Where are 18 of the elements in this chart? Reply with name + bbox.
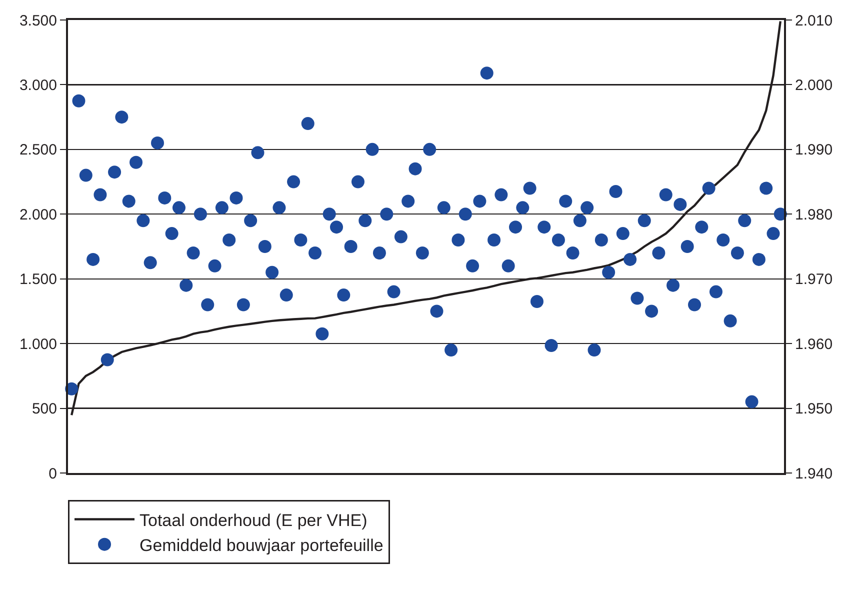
- legend-label: Gemiddeld bouwjaar portefeuille: [140, 536, 384, 555]
- y2-tick-label: 1.940: [795, 465, 833, 482]
- y2-tick-label: 1.960: [795, 336, 833, 353]
- y2-tick-label: 2.000: [795, 76, 833, 94]
- y2-tick-label: 1.980: [795, 206, 833, 224]
- y-tick-label: 3.000: [19, 76, 57, 94]
- y-tick-label: 2.500: [19, 142, 57, 159]
- y2-tick-label: 2.010: [795, 12, 833, 30]
- y2-tick-label: 1.990: [795, 142, 833, 159]
- legend-label: Totaal onderhoud (E per VHE): [140, 510, 368, 530]
- y-tick-label: 2.000: [19, 206, 57, 224]
- y-tick-label: 0: [48, 465, 57, 482]
- y2-tick-label: 1.950: [795, 400, 833, 418]
- y-tick-label: 1.500: [19, 271, 57, 288]
- y-tick-label: 3.500: [19, 12, 57, 30]
- y-tick-label: 500: [32, 400, 57, 418]
- y2-tick-label: 1.970: [795, 271, 833, 288]
- y-tick-label: 1.000: [19, 336, 57, 353]
